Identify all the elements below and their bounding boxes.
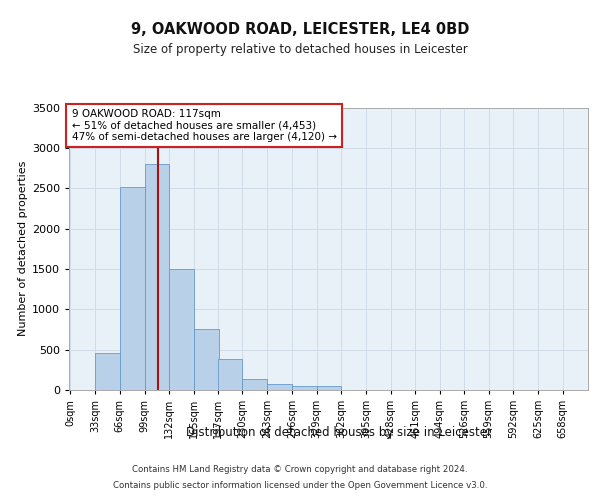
Text: Size of property relative to detached houses in Leicester: Size of property relative to detached ho… — [133, 42, 467, 56]
Bar — [194, 328, 218, 390]
Bar — [218, 360, 242, 390]
Bar — [120, 186, 145, 390]
Bar — [242, 378, 267, 390]
Text: 9, OAKWOOD ROAD, LEICESTER, LE4 0BD: 9, OAKWOOD ROAD, LEICESTER, LE4 0BD — [131, 22, 469, 38]
Text: 9 OAKWOOD ROAD: 117sqm
← 51% of detached houses are smaller (4,453)
47% of semi-: 9 OAKWOOD ROAD: 117sqm ← 51% of detached… — [71, 109, 337, 142]
Bar — [95, 353, 120, 390]
Y-axis label: Number of detached properties: Number of detached properties — [17, 161, 28, 336]
Text: Distribution of detached houses by size in Leicester: Distribution of detached houses by size … — [186, 426, 492, 439]
Bar — [145, 164, 169, 390]
Text: Contains HM Land Registry data © Crown copyright and database right 2024.: Contains HM Land Registry data © Crown c… — [132, 466, 468, 474]
Bar — [267, 384, 292, 390]
Bar — [169, 269, 194, 390]
Bar — [292, 386, 317, 390]
Text: Contains public sector information licensed under the Open Government Licence v3: Contains public sector information licen… — [113, 480, 487, 490]
Bar — [317, 386, 341, 390]
